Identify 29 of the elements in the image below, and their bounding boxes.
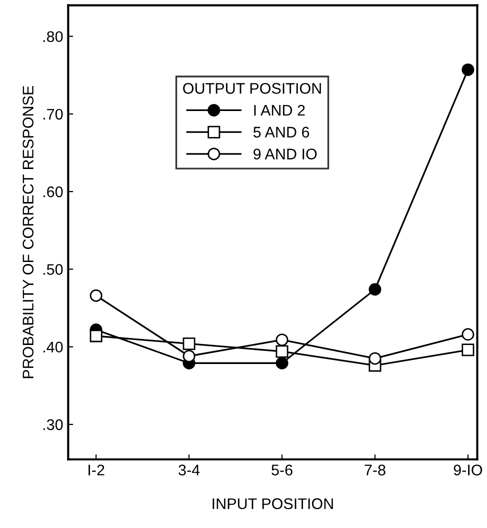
- point: [368, 352, 382, 365]
- x-tick-label: 7-8: [364, 464, 386, 476]
- point: [276, 334, 288, 346]
- y-tick-label: .70: [43, 108, 63, 120]
- x-tick-label: I-2: [88, 464, 104, 476]
- y-tick-label: .40: [43, 342, 63, 352]
- point: [462, 63, 474, 76]
- point: [462, 328, 474, 341]
- x-tick-label: 9-IO: [454, 464, 482, 476]
- point: [182, 350, 196, 362]
- y-tick-label: .80: [43, 31, 63, 42]
- x-tick-label: 5-6: [272, 464, 292, 476]
- legend-label: 9 AND IO: [254, 148, 317, 160]
- legend-title: OUTPUT POSITION: [183, 83, 321, 94]
- y-tick-label: .60: [43, 186, 63, 198]
- point: [368, 283, 382, 296]
- point: [90, 289, 102, 302]
- point: [182, 337, 196, 350]
- y-tick-label: .50: [43, 264, 63, 275]
- point: [276, 356, 288, 370]
- point: [90, 330, 102, 342]
- y-tick-label: .30: [43, 419, 63, 430]
- x-axis-title: INPUT POSITION: [212, 498, 333, 510]
- legend-label: I AND 2: [254, 104, 305, 116]
- point: [276, 345, 288, 358]
- y-axis-title: PROBABILITY OF CORRECT RESPONSE: [22, 86, 34, 378]
- x-tick-label: 3-4: [178, 464, 200, 476]
- point: [462, 344, 474, 356]
- legend-label: 5 AND 6: [253, 126, 310, 138]
